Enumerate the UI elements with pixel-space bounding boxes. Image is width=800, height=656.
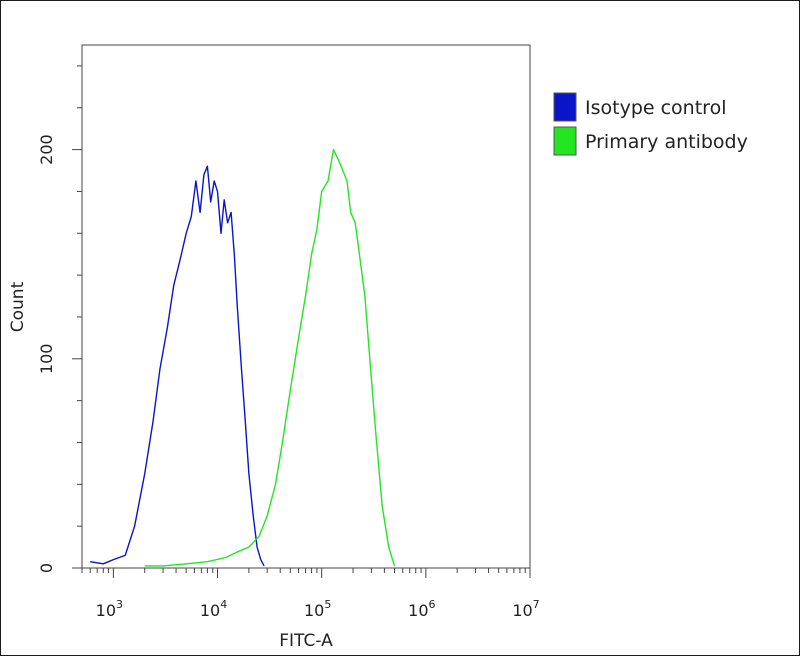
plot-border	[81, 44, 531, 569]
x-axis-label: FITC-A	[279, 631, 333, 651]
series-lines	[90, 148, 396, 567]
series-line-isotype-control	[90, 165, 265, 567]
legend-label: Isotype control	[585, 97, 726, 119]
x-tick-label: 107	[512, 598, 539, 620]
y-axis-label: Count	[8, 281, 28, 332]
y-tick-label: 0	[37, 563, 56, 573]
y-tick-label: 200	[37, 134, 56, 165]
plot-area	[81, 44, 531, 569]
x-tick-label: 103	[96, 598, 123, 620]
x-tick-label: 104	[200, 598, 227, 620]
x-minor-ticks	[81, 568, 526, 573]
series-line-primary-antibody	[144, 148, 396, 567]
x-tick-label: 106	[408, 598, 435, 620]
y-axis: 0 100 200	[37, 65, 82, 573]
y-tick-label: 100	[37, 344, 56, 375]
legend-swatch	[553, 92, 577, 122]
x-axis: 103 104 105 106 107	[96, 568, 540, 620]
x-tick-label: 105	[304, 598, 331, 620]
legend: Isotype control Primary antibody	[553, 92, 748, 156]
legend-swatch	[553, 126, 577, 156]
legend-label: Primary antibody	[585, 131, 748, 153]
